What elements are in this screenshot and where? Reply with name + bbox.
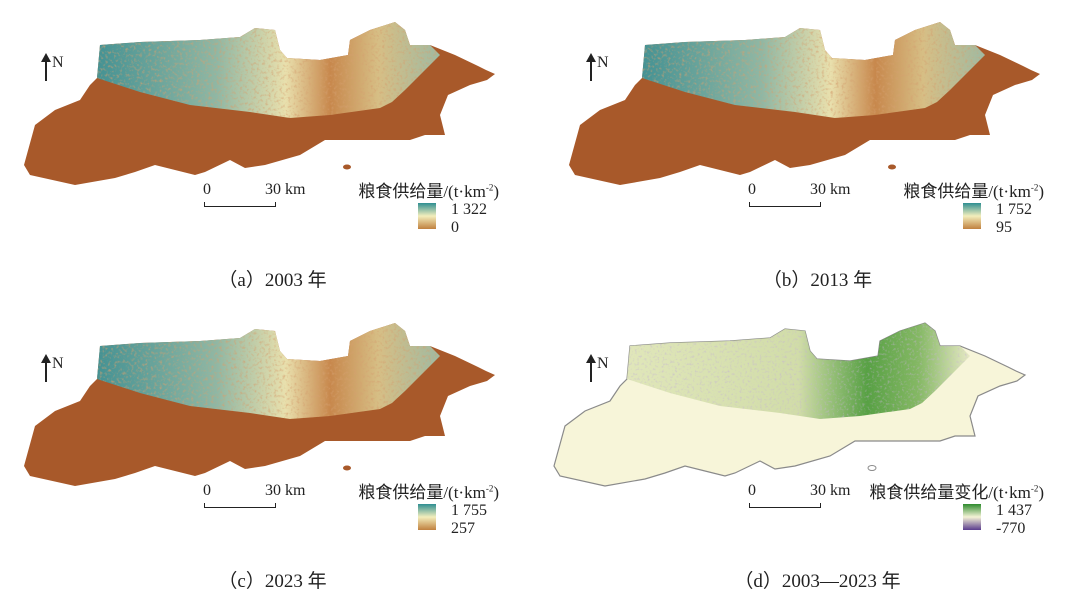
islet: [343, 164, 351, 170]
cultivated-zone-texture: [627, 323, 970, 419]
islet: [343, 465, 351, 471]
legend-min-label: 0: [451, 219, 459, 236]
region-map: [24, 22, 495, 185]
legend-title: 粮食供给量变化/(t·km-2): [869, 483, 1044, 502]
scale-label: 30 km: [810, 181, 851, 198]
scale-zero: 0: [203, 181, 211, 198]
north-arrow: N: [41, 53, 68, 84]
scale-bar-line: [749, 503, 821, 508]
north-arrow: N: [586, 53, 613, 84]
legend-min-label: -770: [996, 520, 1026, 537]
map-panel-2: N 0 30 km 粮食供给量/(t·km-2) 1 752 95 （b）201…: [545, 0, 1090, 301]
scale-bar: 0 30 km: [748, 181, 850, 211]
legend-max-label: 1 755: [451, 502, 487, 519]
region-map: [569, 22, 1040, 185]
legend-color-ramp: [418, 504, 436, 530]
region-map: [553, 322, 1027, 487]
legend-max-label: 1 437: [996, 502, 1032, 519]
legend-min-label: 95: [996, 219, 1012, 236]
panel-caption: （b）2013 年: [762, 270, 873, 291]
panel-caption: （d）2003—2023 年: [734, 571, 901, 592]
north-arrow: N: [41, 354, 68, 385]
legend-title: 粮食供给量/(t·km-2): [358, 483, 499, 502]
legend-color-ramp: [963, 203, 981, 229]
scale-bar-line: [204, 503, 276, 508]
map-panel-4: N 0 30 km 粮食供给量变化/(t·km-2) 1 437 -770 （d…: [545, 301, 1090, 602]
north-arrow-icon: [586, 354, 596, 382]
panel-caption: （a）2003 年: [218, 270, 327, 291]
scale-zero: 0: [748, 181, 756, 198]
cultivated-zone-texture: [97, 22, 440, 118]
panel-caption: （c）2023 年: [218, 571, 327, 592]
north-label: N: [52, 355, 64, 372]
map-panel-1: N 0 30 km 粮食供给量/(t·km-2) 1 322 0 （a）2003…: [0, 0, 545, 301]
north-arrow-icon: [41, 53, 51, 81]
map-panel-3: N 0 30 km 粮食供给量/(t·km-2) 1 755 257 （c）20…: [0, 301, 545, 602]
legend-color-ramp: [963, 504, 981, 530]
scale-label: 30 km: [265, 181, 306, 198]
north-arrow-icon: [41, 354, 51, 382]
north-arrow-icon: [586, 53, 596, 81]
region-map: [24, 323, 495, 486]
scale-bar-line: [749, 202, 821, 207]
scale-label: 30 km: [265, 482, 306, 499]
legend-max-label: 1 752: [996, 201, 1032, 218]
north-label: N: [597, 54, 609, 71]
cultivated-zone-texture: [642, 22, 985, 118]
cultivated-zone-texture: [97, 323, 440, 419]
scale-bar: 0 30 km: [748, 482, 850, 512]
legend-title: 粮食供给量/(t·km-2): [358, 182, 499, 201]
scale-zero: 0: [203, 482, 211, 499]
islet: [867, 465, 877, 471]
scale-zero: 0: [748, 482, 756, 499]
legend-min-label: 257: [451, 520, 475, 537]
north-label: N: [52, 54, 64, 71]
islet: [888, 164, 896, 170]
legend-color-ramp: [418, 203, 436, 229]
legend-max-label: 1 322: [451, 201, 487, 218]
scale-bar: 0 30 km: [203, 181, 305, 211]
north-arrow: N: [586, 354, 613, 385]
scale-bar: 0 30 km: [203, 482, 305, 512]
scale-bar-line: [204, 202, 276, 207]
legend-title: 粮食供给量/(t·km-2): [903, 182, 1044, 201]
north-label: N: [597, 355, 609, 372]
scale-label: 30 km: [810, 482, 851, 499]
